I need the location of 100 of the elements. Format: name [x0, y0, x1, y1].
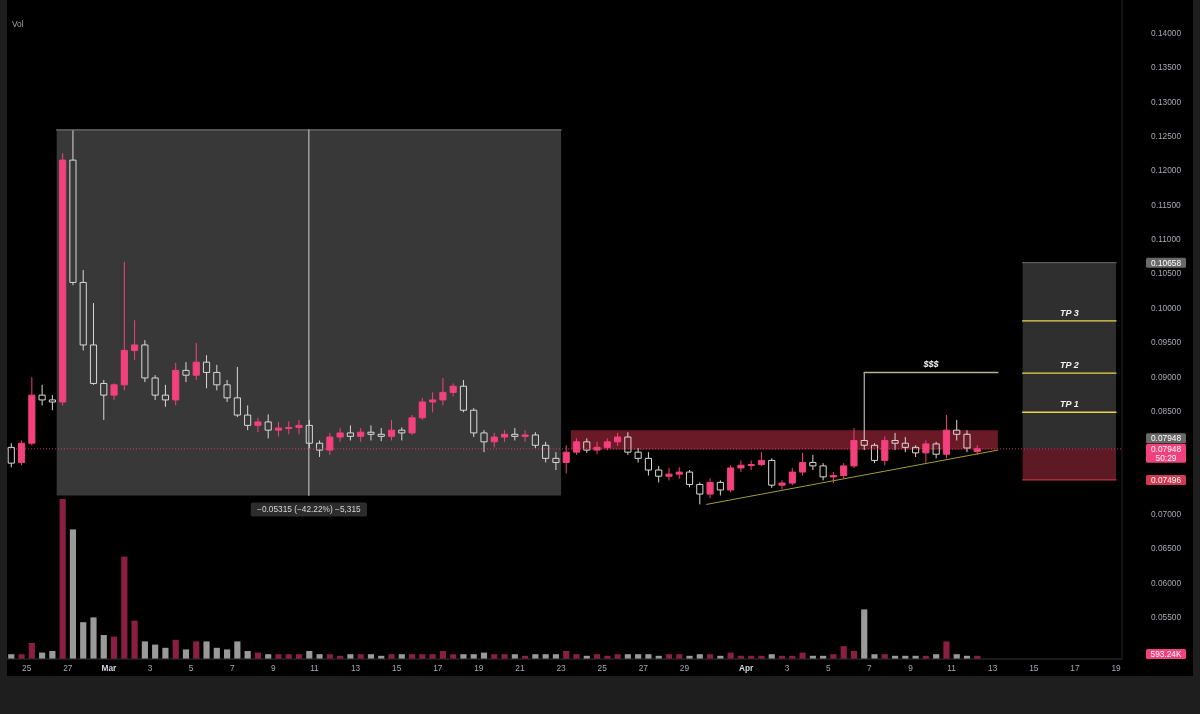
x-tick-label: 17 [433, 663, 443, 673]
candlestick [449, 382, 457, 397]
bar [69, 529, 77, 659]
candlestick [233, 366, 241, 418]
series-label: TP 3 [1059, 307, 1079, 318]
y-tick-label: 0.07948 [1151, 443, 1182, 454]
candlestick [69, 129, 77, 286]
candlestick [696, 481, 704, 505]
candlestick [655, 465, 663, 483]
candlestick [161, 384, 170, 408]
candlestick [408, 414, 416, 436]
candlestick [768, 457, 776, 489]
candlestick [521, 429, 529, 443]
bar [861, 609, 868, 659]
candlestick [172, 362, 180, 406]
x-tick-label: 15 [392, 663, 402, 673]
candlestick [685, 469, 694, 488]
candlestick [28, 376, 36, 446]
x-tick-label: 7 [867, 663, 873, 673]
candlestick [295, 419, 303, 435]
y-tick-label: 0.07000 [1151, 509, 1182, 520]
candlestick [357, 427, 365, 443]
x-tick-label: 25 [597, 663, 608, 673]
candlestick [727, 464, 735, 493]
candlestick [665, 467, 673, 481]
bar [18, 654, 25, 659]
candlestick [870, 442, 879, 464]
x-tick-label: 3 [147, 663, 153, 673]
candlestick [48, 394, 56, 411]
candlestick [110, 382, 118, 401]
bar [501, 654, 508, 659]
candlestick [429, 391, 437, 413]
candlestick [809, 454, 817, 471]
y-tick-label: 0.10500 [1151, 268, 1182, 279]
y-tick-label: 0.09500 [1151, 337, 1182, 348]
series-label: $$$ [922, 359, 940, 370]
bar [59, 499, 66, 659]
bar [182, 649, 190, 659]
bar [100, 635, 107, 659]
candlestick [624, 431, 632, 456]
x-tick-label: 17 [1070, 663, 1080, 673]
y-tick-label: 0.08500 [1151, 405, 1182, 416]
bar [234, 641, 241, 659]
y-tick-label: 0.06000 [1151, 577, 1182, 588]
candlestick [778, 479, 786, 490]
x-tick-label: 5 [188, 663, 194, 673]
bar [316, 654, 323, 659]
candlestick [141, 339, 149, 383]
x-tick-label: 9 [908, 663, 914, 673]
candlestick [953, 419, 961, 441]
candlestick [346, 424, 354, 441]
candlestick [963, 429, 971, 453]
bar [80, 622, 87, 659]
candlestick [552, 451, 560, 471]
y-tick-label: 0.12500 [1151, 131, 1182, 142]
candlestick [901, 436, 909, 453]
x-tick-label: 19 [1111, 663, 1121, 673]
bar [110, 636, 118, 659]
x-tick-label: 21 [515, 663, 525, 673]
series-label: TP 2 [1059, 360, 1079, 371]
annotation: −0.05315 (−42.22%) −5,315 [257, 504, 362, 515]
bar [573, 654, 580, 659]
y-tick-label: 0.12000 [1151, 165, 1182, 176]
bar [840, 646, 847, 659]
x-tick-label: 27 [638, 663, 649, 673]
candlestick [542, 441, 550, 463]
candlestick [182, 361, 190, 383]
bar [224, 649, 231, 659]
bar [645, 654, 652, 659]
x-tick-label: 23 [556, 663, 567, 673]
x-tick-label: 5 [825, 663, 831, 673]
bar [275, 654, 282, 659]
candlestick [860, 371, 868, 451]
candlestick [480, 429, 488, 453]
candlestick [819, 462, 827, 481]
x-tick-label: 7 [229, 663, 235, 673]
x-tick-label: 29 [679, 663, 690, 673]
candlestick [737, 459, 745, 473]
candlestick [439, 377, 447, 406]
bar [388, 654, 395, 659]
y-tick-label: 0.11000 [1151, 234, 1182, 245]
candlestick [912, 444, 920, 458]
text: 593.24K [1150, 649, 1182, 659]
x-tick-label: 13 [988, 663, 998, 673]
y-tick-label: 0.09000 [1151, 371, 1182, 382]
bar [131, 620, 138, 659]
candlestick [100, 379, 108, 421]
candlestick [38, 384, 46, 406]
candlestick [583, 437, 591, 454]
candlestick [798, 452, 807, 477]
candlestick [377, 427, 385, 442]
candlestick [387, 419, 396, 441]
candlestick [706, 477, 714, 499]
candlestick [367, 424, 375, 441]
x-tick-label: 9 [271, 663, 277, 673]
candlestick [829, 471, 837, 484]
candlestick [500, 429, 509, 443]
candlestick [459, 379, 468, 413]
candlestick [757, 451, 766, 467]
candlestick [285, 420, 293, 435]
